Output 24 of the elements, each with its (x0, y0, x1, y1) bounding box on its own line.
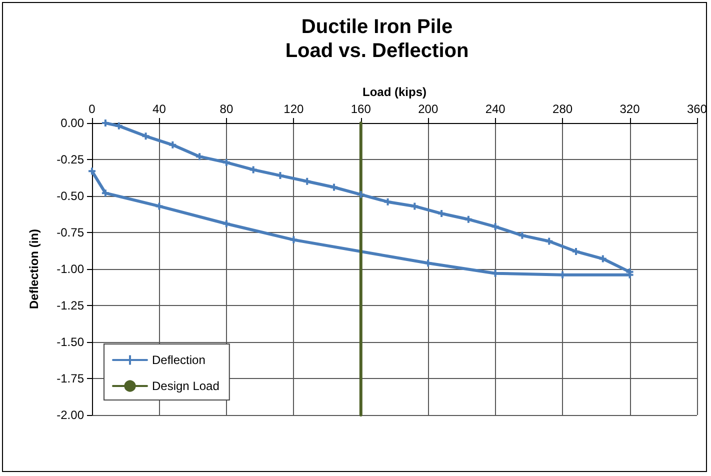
y-tick-label: -2.00 (56, 408, 84, 422)
x-tick-label: 160 (350, 102, 372, 116)
y-tick-label: -0.25 (56, 152, 84, 166)
x-tick-label: 360 (686, 102, 708, 116)
y-tick-label: -1.50 (56, 335, 84, 349)
x-tick-label: 80 (220, 102, 234, 116)
y-tick-label: -1.75 (56, 372, 84, 386)
x-tick-label: 240 (485, 102, 506, 116)
y-tick-label: -0.50 (56, 189, 84, 203)
x-tick-label: 120 (284, 102, 304, 116)
x-tick-label: 200 (418, 102, 438, 116)
y-tick-label: -0.75 (56, 226, 84, 240)
x-tick-label: 320 (620, 102, 640, 116)
x-axis-title: Load (kips) (362, 85, 427, 100)
x-tick-label: 0 (88, 102, 96, 116)
chart-title: Ductile Iron Pile Load vs. Deflection (285, 16, 469, 62)
y-tick-label: 0.00 (60, 116, 84, 130)
y-axis-title: Deflection (in) (27, 229, 41, 309)
x-tick-label: 280 (552, 102, 573, 116)
y-tick-label: -1.25 (56, 298, 84, 312)
y-tick-label: -1.00 (56, 262, 84, 276)
legend-label: Design Load (152, 379, 220, 393)
x-tick-label: 40 (152, 102, 166, 116)
legend-label: Deflection (152, 353, 206, 367)
